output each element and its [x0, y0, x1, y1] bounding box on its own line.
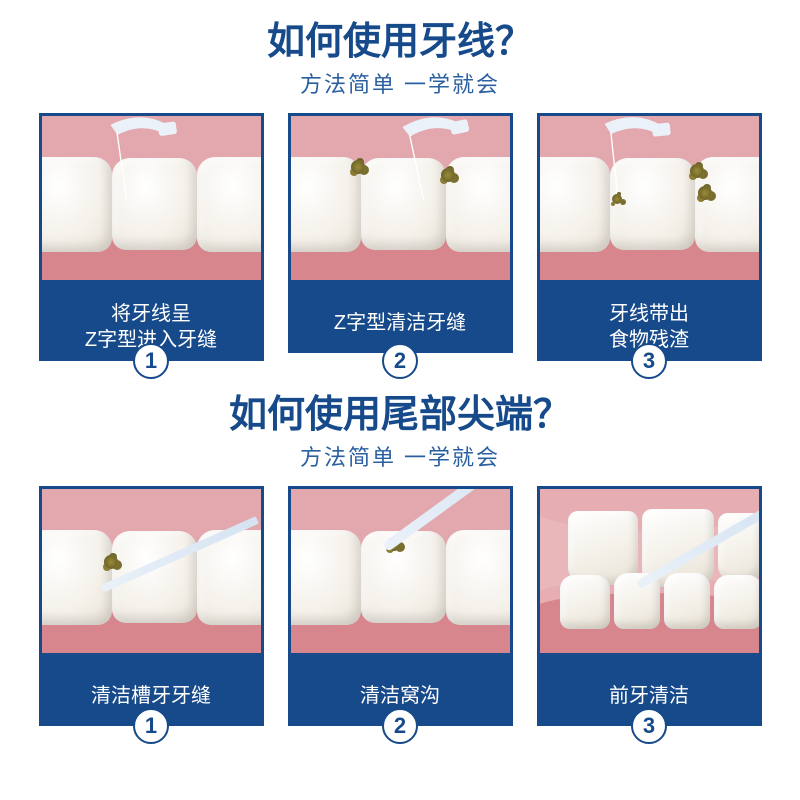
step-card: 2 清洁窝沟 [288, 486, 513, 726]
step-badge: 3 [631, 708, 667, 744]
floss-pick-icon [91, 113, 193, 206]
section-floss: 如何使用牙线？ 方法简单 一学就会 1 将牙线呈 Z字型进入牙缝 [0, 0, 800, 361]
debris-icon [690, 164, 704, 178]
debris-icon [351, 160, 365, 174]
debris-icon [698, 186, 712, 200]
section1-subtitle: 方法简单 一学就会 [300, 67, 500, 99]
floss-pick-icon [585, 113, 684, 204]
step-badge: 2 [382, 343, 418, 379]
section2-subtitle: 方法简单 一学就会 [300, 440, 500, 472]
step-badge: 1 [133, 343, 169, 379]
step-card: 3 前牙清洁 [537, 486, 762, 726]
floss-illustration-1 [39, 113, 264, 283]
debris-icon [104, 555, 118, 569]
section2-title: 如何使用尾部尖端？ [229, 383, 571, 438]
step-badge: 3 [631, 343, 667, 379]
section1-title: 如何使用牙线？ [267, 10, 533, 65]
debris-icon [612, 194, 622, 204]
step-badge: 1 [133, 708, 169, 744]
section-tip: 如何使用尾部尖端？ 方法简单 一学就会 1 清洁槽牙牙缝 [0, 373, 800, 726]
step-card: 1 将牙线呈 Z字型进入牙缝 [39, 113, 264, 361]
step-card: 1 清洁槽牙牙缝 [39, 486, 264, 726]
section1-row: 1 将牙线呈 Z字型进入牙缝 2 Z字型清洁牙缝 [0, 113, 800, 361]
tip-illustration-2 [288, 486, 513, 656]
step-card: 2 Z字型清洁牙缝 [288, 113, 513, 361]
floss-illustration-2 [288, 113, 513, 283]
floss-illustration-3 [537, 113, 762, 283]
step-card: 3 牙线带出 食物残渣 [537, 113, 762, 361]
tip-illustration-3 [537, 486, 762, 656]
tip-illustration-1 [39, 486, 264, 656]
section2-row: 1 清洁槽牙牙缝 2 清洁窝沟 [0, 486, 800, 726]
step-badge: 2 [382, 708, 418, 744]
